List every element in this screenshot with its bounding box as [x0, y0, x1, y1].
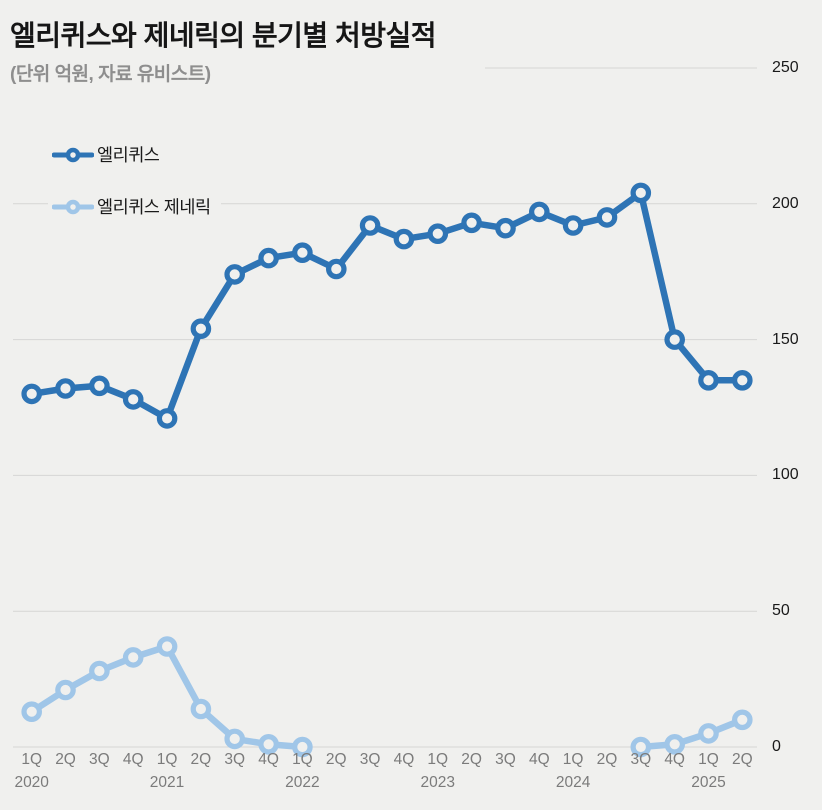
data-point	[325, 258, 347, 280]
x-tick-label: 2Q	[596, 751, 618, 768]
y-tick-label-0: 0	[772, 738, 781, 755]
x-tick-label: 1Q	[292, 751, 313, 768]
x-tick-label: 1Q	[21, 751, 43, 768]
legend-item-eliquis-generic: 엘리퀴스 제네릭	[48, 191, 221, 222]
data-point	[562, 215, 584, 236]
data-point	[89, 375, 110, 397]
data-point	[461, 212, 482, 234]
data-point	[292, 242, 313, 263]
x-tick-label: 4Q	[528, 751, 550, 768]
legend-label-eliquis-generic: 엘리퀴스 제네릭	[97, 197, 211, 217]
y-tick-label-50: 50	[772, 602, 790, 620]
data-point	[21, 383, 42, 405]
data-point	[731, 709, 753, 731]
data-point	[190, 698, 212, 720]
data-point	[224, 264, 245, 285]
data-point	[21, 701, 42, 722]
data-point	[258, 247, 279, 269]
data-point	[495, 217, 516, 239]
data-point	[359, 215, 381, 236]
series-line-0	[28, 189, 746, 422]
x-tick-label: 4Q	[258, 751, 279, 768]
x-tick-label: 1Q	[156, 751, 178, 768]
data-point	[698, 723, 719, 744]
x-tick-label: 2Q	[190, 751, 212, 768]
x-tick-label: 2Q	[55, 751, 76, 768]
data-point	[630, 736, 652, 758]
eliquis-generic-line-marker-icon	[52, 199, 94, 214]
y-tick-label-250: 250	[772, 59, 799, 76]
data-point	[596, 207, 618, 228]
x-tick-label: 3Q	[630, 751, 652, 768]
data-point	[224, 728, 245, 750]
x-tick-label: 4Q	[664, 751, 685, 768]
data-point	[122, 389, 144, 410]
chart-title: 엘리퀴스와 제네릭의 분기별 처방실적	[10, 20, 437, 51]
data-point	[528, 201, 550, 223]
legend-label-eliquis: 엘리퀴스	[97, 145, 160, 165]
x-tick-label: 3Q	[224, 751, 246, 768]
x-tick-label: 3Q	[495, 751, 516, 768]
data-point	[156, 408, 178, 429]
data-point	[258, 733, 279, 755]
x-tick-label: 2Q	[325, 751, 347, 768]
data-point	[190, 318, 212, 339]
year-label-2023: 2023	[420, 774, 456, 791]
x-tick-label: 2Q	[461, 751, 482, 768]
chart-subtitle: (단위 억원, 자료 유비스트)	[10, 64, 211, 85]
data-point	[55, 378, 76, 399]
year-label-2020: 2020	[14, 774, 49, 791]
data-point	[393, 228, 415, 250]
year-label-2021: 2021	[149, 774, 185, 791]
data-point	[156, 636, 178, 657]
y-tick-label-100: 100	[772, 466, 799, 484]
y-tick-label-200: 200	[772, 194, 799, 212]
data-point	[664, 329, 685, 350]
data-point	[731, 369, 753, 391]
x-tick-label: 1Q	[427, 751, 449, 768]
data-point	[292, 736, 313, 758]
year-label-2022: 2022	[285, 774, 320, 791]
y-tick-label-150: 150	[772, 330, 799, 348]
data-point	[664, 733, 685, 755]
data-point	[630, 182, 652, 204]
x-tick-label: 4Q	[393, 751, 415, 768]
legend-item-eliquis: 엘리퀴스	[48, 139, 170, 170]
data-point	[122, 647, 144, 668]
year-label-2025: 2025	[691, 774, 726, 791]
x-tick-label: 4Q	[122, 751, 144, 768]
year-label-2024: 2024	[555, 774, 591, 791]
data-point	[89, 660, 110, 682]
data-point	[55, 679, 76, 701]
x-tick-label: 1Q	[562, 751, 584, 768]
x-tick-label: 3Q	[359, 751, 381, 768]
data-point	[427, 223, 449, 244]
x-tick-label: 2Q	[731, 751, 753, 768]
data-point	[698, 369, 719, 391]
eliquis-line-marker-icon	[52, 147, 94, 162]
x-tick-label: 3Q	[89, 751, 110, 768]
x-tick-label: 1Q	[698, 751, 719, 768]
